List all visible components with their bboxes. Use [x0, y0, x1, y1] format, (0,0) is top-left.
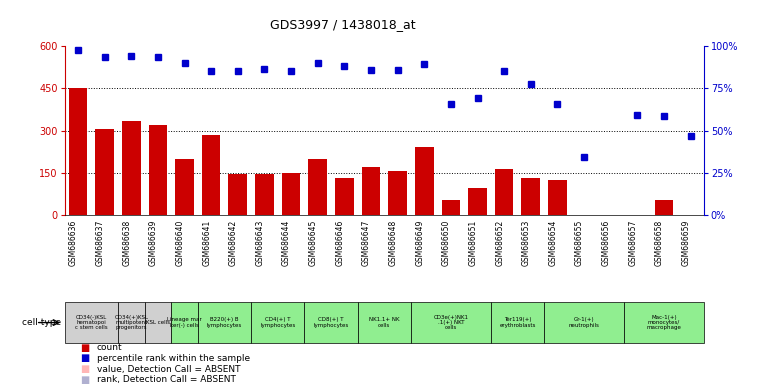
Text: Lineage mar
ker(-) cells: Lineage mar ker(-) cells [167, 317, 202, 328]
Bar [548, 180, 567, 215]
Bar [202, 135, 221, 215]
Text: GSM686651: GSM686651 [469, 219, 478, 266]
Text: percentile rank within the sample: percentile rank within the sample [97, 354, 250, 363]
Bar [122, 121, 141, 215]
Text: ■: ■ [80, 375, 89, 384]
Text: count: count [97, 343, 123, 352]
Text: NK1.1+ NK
cells: NK1.1+ NK cells [369, 317, 400, 328]
Bar [198, 302, 251, 343]
Bar [148, 125, 167, 215]
Text: CD3e(+)NK1
.1(+) NKT
cells: CD3e(+)NK1 .1(+) NKT cells [434, 314, 468, 331]
Bar [282, 173, 301, 215]
Bar [624, 302, 704, 343]
Text: GSM686653: GSM686653 [522, 219, 530, 266]
Text: CD4(+) T
lymphocytes: CD4(+) T lymphocytes [260, 317, 295, 328]
Text: ■: ■ [80, 353, 89, 363]
Bar [145, 302, 171, 343]
Bar [68, 88, 88, 215]
Text: value, Detection Call = ABSENT: value, Detection Call = ABSENT [97, 364, 240, 374]
Text: GSM686643: GSM686643 [256, 219, 265, 266]
Text: GSM686636: GSM686636 [69, 219, 78, 266]
Bar [335, 179, 354, 215]
Bar [441, 200, 460, 215]
Bar [255, 174, 274, 215]
Text: GSM686640: GSM686640 [176, 219, 184, 266]
Text: B220(+) B
lymphocytes: B220(+) B lymphocytes [207, 317, 242, 328]
Text: KSL cells: KSL cells [146, 320, 170, 325]
Text: Ter119(+)
erythroblasts: Ter119(+) erythroblasts [499, 317, 536, 328]
Text: GSM686659: GSM686659 [682, 219, 690, 266]
Bar [411, 302, 491, 343]
Bar [544, 302, 624, 343]
Text: GSM686654: GSM686654 [549, 219, 557, 266]
Text: rank, Detection Call = ABSENT: rank, Detection Call = ABSENT [97, 375, 235, 384]
Text: GSM686656: GSM686656 [602, 219, 610, 266]
Text: GSM686645: GSM686645 [309, 219, 318, 266]
Bar [251, 302, 304, 343]
Bar [491, 302, 544, 343]
Text: GSM686641: GSM686641 [202, 219, 211, 266]
Text: ■: ■ [80, 343, 89, 353]
Text: ■: ■ [80, 364, 89, 374]
Bar [495, 169, 514, 215]
Text: GDS3997 / 1438018_at: GDS3997 / 1438018_at [270, 18, 416, 31]
Bar [95, 129, 114, 215]
Bar [175, 159, 194, 215]
Bar [388, 171, 407, 215]
Bar [654, 200, 673, 215]
Bar [65, 302, 118, 343]
Text: CD8(+) T
lymphocytes: CD8(+) T lymphocytes [314, 317, 349, 328]
Text: GSM686638: GSM686638 [123, 219, 131, 266]
Text: Mac-1(+)
monocytes/
macrophage: Mac-1(+) monocytes/ macrophage [647, 314, 681, 331]
Text: GSM686657: GSM686657 [629, 219, 637, 266]
Text: cell type: cell type [22, 318, 61, 327]
Bar [228, 174, 247, 215]
Bar [468, 188, 487, 215]
Text: GSM686644: GSM686644 [282, 219, 291, 266]
Bar [358, 302, 411, 343]
Text: CD34(-)KSL
hematopoi
c stem cells: CD34(-)KSL hematopoi c stem cells [75, 314, 107, 331]
Bar [521, 179, 540, 215]
Bar [308, 159, 327, 215]
Text: GSM686649: GSM686649 [416, 219, 425, 266]
Text: GSM686642: GSM686642 [229, 219, 237, 266]
Bar [415, 147, 434, 215]
Text: GSM686637: GSM686637 [96, 219, 104, 266]
Text: GSM686652: GSM686652 [495, 219, 504, 266]
Bar [304, 302, 358, 343]
Text: GSM686646: GSM686646 [336, 219, 344, 266]
Bar [171, 302, 198, 343]
Bar [118, 302, 145, 343]
Text: GSM686648: GSM686648 [389, 219, 397, 266]
Bar [361, 167, 380, 215]
Text: Gr-1(+)
neutrophils: Gr-1(+) neutrophils [568, 317, 600, 328]
Text: GSM686658: GSM686658 [655, 219, 664, 266]
Text: GSM686647: GSM686647 [362, 219, 371, 266]
Text: GSM686650: GSM686650 [442, 219, 451, 266]
Text: GSM686655: GSM686655 [575, 219, 584, 266]
Text: CD34(+)KSL
multipotent
progenitors: CD34(+)KSL multipotent progenitors [114, 314, 148, 331]
Text: GSM686639: GSM686639 [149, 219, 158, 266]
